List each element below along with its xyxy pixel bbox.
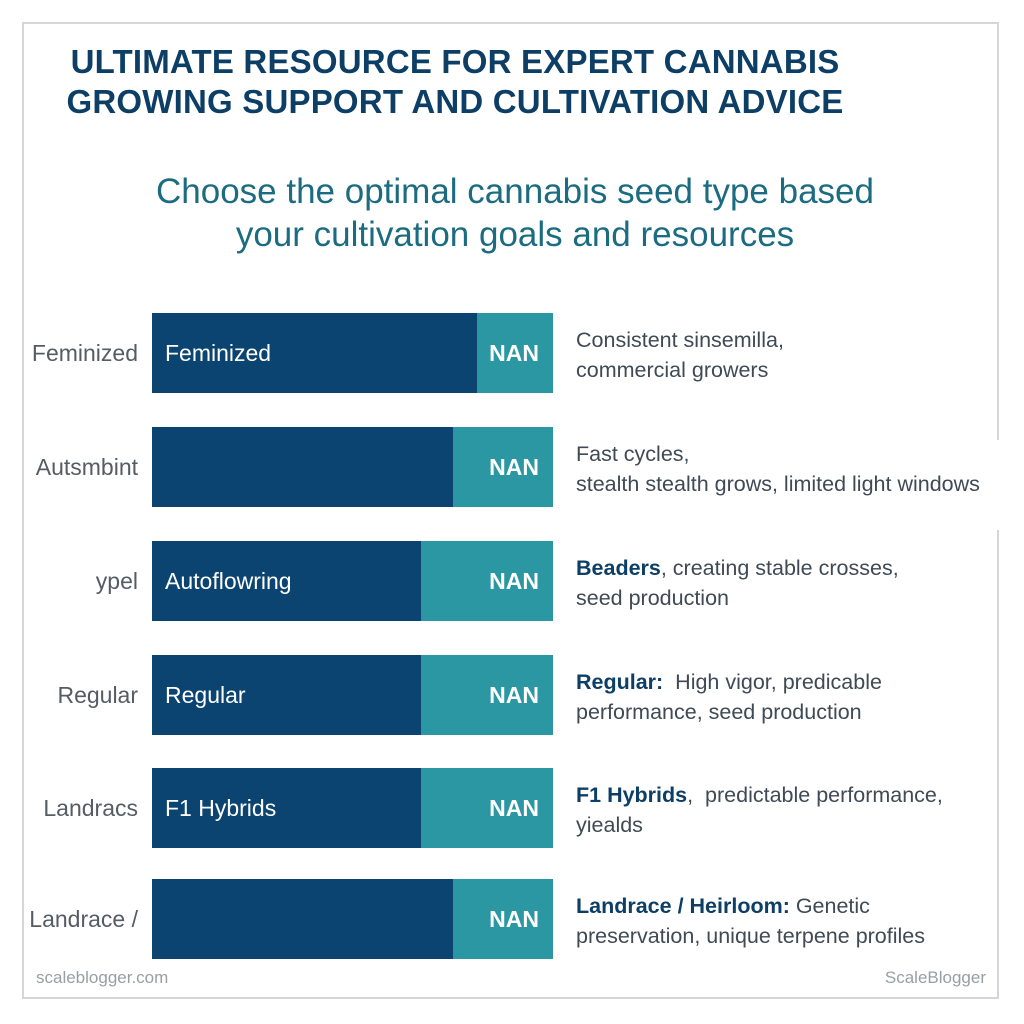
frame-border — [22, 22, 999, 999]
value-label: NAN — [489, 682, 539, 708]
description: Beaders, creating stable crosses, seed p… — [576, 553, 899, 613]
description: Fast cycles, stealth stealth grows, limi… — [576, 439, 980, 499]
description-line-2: commercial growers — [576, 358, 769, 382]
bar-primary-segment — [152, 313, 477, 393]
page-title: ULTIMATE RESOURCE FOR EXPERT CANNABIS GR… — [40, 42, 870, 122]
description-line-2: yiealds — [576, 813, 643, 837]
category-label: Landrace / — [29, 906, 138, 932]
description-line-1: Regular: High vigor, predicable — [576, 667, 882, 697]
chart-row: Landrace / NAN Landrace / Heirloom: Gene… — [0, 879, 1024, 959]
bar-primary-segment — [152, 541, 421, 621]
description-text: Fast cycles, — [576, 442, 690, 466]
description-text: Genetic — [789, 894, 870, 918]
chart-row: Landracs F1 Hybrids NAN F1 Hybrids, pred… — [0, 768, 1024, 848]
description-bold: Regular: — [576, 670, 664, 694]
bar-primary-segment — [152, 768, 421, 848]
bar-primary-segment — [152, 427, 453, 507]
description-line-2: performance, seed production — [576, 700, 862, 724]
subtitle-line-1: Choose the optimal cannabis seed type ba… — [156, 172, 874, 211]
value-label: NAN — [489, 795, 539, 821]
bar-secondary-segment: Feminized NAN — [152, 313, 553, 393]
description-line-2: stealth stealth grows, limited light win… — [576, 472, 980, 496]
category-label: ypel — [95, 568, 138, 594]
bar-primary-segment — [152, 879, 453, 959]
bar-primary-segment — [152, 655, 421, 735]
description-line-1: Fast cycles, — [576, 439, 980, 469]
description-line-1: Consistent sinsemilla, — [576, 325, 784, 355]
description-line-1: Beaders, creating stable crosses, — [576, 553, 899, 583]
description-text: Consistent sinsemilla, — [576, 328, 784, 352]
value-label: NAN — [489, 568, 539, 594]
bar-label: F1 Hybrids — [165, 795, 277, 821]
category-label: Feminized — [31, 340, 138, 366]
bar-secondary-segment: NAN — [152, 879, 553, 959]
bar-secondary-segment: Autoflowring NAN — [152, 541, 553, 621]
value-label: NAN — [489, 340, 539, 366]
title-line-1: ULTIMATE RESOURCE FOR EXPERT CANNABIS — [70, 43, 840, 80]
description: Regular: High vigor, predicable performa… — [576, 667, 882, 727]
description-line-2: preservation, unique terpene profiles — [576, 924, 925, 948]
description-line-1: F1 Hybrids, predictable performance, — [576, 780, 943, 810]
description-line-1: Landrace / Heirloom: Genetic — [576, 891, 925, 921]
frame-gap — [990, 440, 1010, 530]
description: Consistent sinsemilla, commercial grower… — [576, 325, 784, 385]
chart-row: Feminized Feminized NAN Consistent sinse… — [0, 313, 1024, 393]
footer-brand: ScaleBlogger — [884, 968, 986, 987]
description-line-2: seed production — [576, 586, 729, 610]
category-label: Autsmbint — [35, 454, 138, 480]
description-text: , creating stable crosses, — [660, 556, 899, 580]
chart-row: Regular Regular NAN Regular: High vigor,… — [0, 655, 1024, 735]
description-text: High vigor, predicable — [663, 670, 882, 694]
bar-label: Autoflowring — [165, 568, 292, 594]
subtitle: Choose the optimal cannabis seed type ba… — [60, 170, 970, 256]
description: Landrace / Heirloom: Genetic preservatio… — [576, 891, 925, 951]
description-bold: Landrace / Heirloom: — [576, 894, 790, 918]
description: F1 Hybrids, predictable performance, yie… — [576, 780, 943, 840]
description-bold: F1 Hybrids — [576, 783, 688, 807]
bar-secondary-segment: NAN — [152, 427, 553, 507]
value-label: NAN — [489, 906, 539, 932]
description-bold: Beaders — [576, 556, 661, 580]
value-label: NAN — [489, 454, 539, 480]
description-text: , predictable performance, — [687, 783, 943, 807]
title-line-2: GROWING SUPPORT AND CULTIVATION ADVICE — [66, 83, 844, 120]
chart-row: ypel Autoflowring NAN Beaders, creating … — [0, 541, 1024, 621]
category-label: Landracs — [43, 795, 138, 821]
bar-secondary-segment: F1 Hybrids NAN — [152, 768, 553, 848]
bar-label: Regular — [165, 682, 246, 708]
footer-website: scaleblogger.com — [36, 968, 169, 987]
chart-row: Autsmbint NAN Fast cycles, stealth steal… — [0, 427, 1024, 507]
category-label: Regular — [57, 682, 138, 708]
bar-secondary-segment: Regular NAN — [152, 655, 553, 735]
subtitle-line-2: your cultivation goals and resources — [235, 215, 795, 254]
bar-label: Feminized — [165, 340, 272, 366]
